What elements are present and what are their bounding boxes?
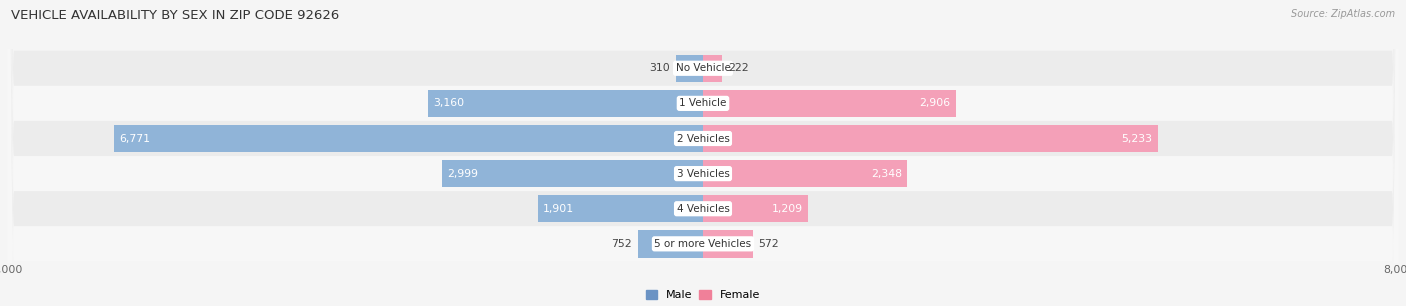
Bar <box>703 54 723 82</box>
Legend: Male, Female: Male, Female <box>641 285 765 305</box>
Text: 6,771: 6,771 <box>120 133 150 144</box>
Text: 5,233: 5,233 <box>1122 133 1153 144</box>
Text: 222: 222 <box>728 63 748 73</box>
Text: 3,160: 3,160 <box>433 99 465 108</box>
Text: 2,999: 2,999 <box>447 169 478 179</box>
Text: 1 Vehicle: 1 Vehicle <box>679 99 727 108</box>
Text: 310: 310 <box>650 63 671 73</box>
Text: 1,209: 1,209 <box>772 204 803 214</box>
Bar <box>441 160 703 187</box>
Text: 2,906: 2,906 <box>920 99 950 108</box>
Bar <box>676 54 703 82</box>
Text: VEHICLE AVAILABILITY BY SEX IN ZIP CODE 92626: VEHICLE AVAILABILITY BY SEX IN ZIP CODE … <box>11 9 339 22</box>
FancyBboxPatch shape <box>7 0 1399 306</box>
Text: 572: 572 <box>758 239 779 249</box>
Text: 752: 752 <box>612 239 633 249</box>
Bar <box>427 90 703 117</box>
FancyBboxPatch shape <box>7 0 1399 306</box>
Bar <box>114 125 703 152</box>
Bar <box>637 230 703 258</box>
FancyBboxPatch shape <box>7 0 1399 306</box>
Text: Source: ZipAtlas.com: Source: ZipAtlas.com <box>1291 9 1395 19</box>
Bar <box>703 230 752 258</box>
Text: 2 Vehicles: 2 Vehicles <box>676 133 730 144</box>
FancyBboxPatch shape <box>7 0 1399 306</box>
Bar <box>703 160 907 187</box>
Text: 2,348: 2,348 <box>870 169 901 179</box>
Text: 4 Vehicles: 4 Vehicles <box>676 204 730 214</box>
Bar <box>537 195 703 222</box>
FancyBboxPatch shape <box>7 0 1399 306</box>
Text: 3 Vehicles: 3 Vehicles <box>676 169 730 179</box>
FancyBboxPatch shape <box>7 0 1399 306</box>
Text: 1,901: 1,901 <box>543 204 574 214</box>
Text: No Vehicle: No Vehicle <box>675 63 731 73</box>
Bar <box>703 90 956 117</box>
Bar <box>703 125 1159 152</box>
Text: 5 or more Vehicles: 5 or more Vehicles <box>654 239 752 249</box>
Bar <box>703 195 808 222</box>
